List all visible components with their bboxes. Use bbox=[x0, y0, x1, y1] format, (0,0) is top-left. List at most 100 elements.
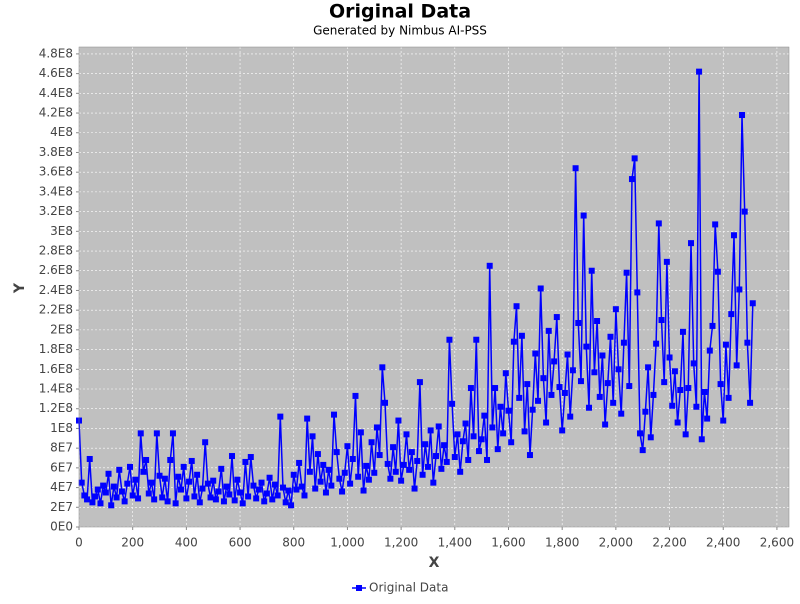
x-tick-label: 200 bbox=[121, 536, 144, 550]
data-point bbox=[685, 385, 692, 392]
data-point bbox=[229, 453, 236, 460]
data-point bbox=[333, 449, 340, 456]
data-point bbox=[347, 480, 354, 487]
data-point bbox=[473, 336, 480, 343]
data-point bbox=[508, 439, 515, 446]
data-point bbox=[564, 351, 571, 358]
y-tick-label: 4.2E8 bbox=[39, 106, 73, 120]
data-point bbox=[151, 496, 158, 503]
data-point bbox=[688, 240, 695, 247]
data-point bbox=[516, 394, 523, 401]
data-point bbox=[747, 399, 754, 406]
data-point bbox=[725, 394, 732, 401]
data-point bbox=[365, 476, 372, 483]
data-point bbox=[301, 492, 308, 499]
data-point bbox=[304, 415, 311, 422]
data-point bbox=[722, 341, 729, 348]
data-point bbox=[714, 268, 721, 275]
data-point bbox=[188, 457, 195, 464]
data-point bbox=[127, 463, 134, 470]
data-point bbox=[567, 413, 574, 420]
data-point bbox=[414, 457, 421, 464]
data-point bbox=[339, 488, 346, 495]
data-point bbox=[500, 430, 507, 437]
data-point bbox=[322, 489, 329, 496]
data-point bbox=[269, 496, 276, 503]
data-point bbox=[180, 463, 187, 470]
data-point bbox=[612, 306, 619, 313]
data-point bbox=[344, 443, 351, 450]
data-point bbox=[720, 417, 727, 424]
data-point bbox=[196, 499, 203, 506]
data-point bbox=[178, 486, 185, 493]
data-point bbox=[94, 486, 101, 493]
data-point bbox=[92, 493, 99, 500]
x-tick-label: 800 bbox=[282, 536, 305, 550]
data-point bbox=[433, 453, 440, 460]
plot-border bbox=[78, 46, 790, 528]
data-point bbox=[575, 319, 582, 326]
data-point bbox=[583, 343, 590, 350]
data-point bbox=[226, 491, 233, 498]
data-point bbox=[733, 362, 740, 369]
data-point bbox=[118, 488, 125, 495]
data-point bbox=[470, 433, 477, 440]
data-point bbox=[105, 470, 112, 477]
legend-marker bbox=[356, 585, 362, 591]
data-point bbox=[693, 403, 700, 410]
y-tick-label: 1.2E8 bbox=[39, 401, 73, 415]
y-tick-label: 3.8E8 bbox=[39, 145, 73, 159]
data-point bbox=[280, 484, 287, 491]
data-point bbox=[368, 439, 375, 446]
data-point bbox=[285, 487, 292, 494]
data-point bbox=[290, 471, 297, 478]
data-point bbox=[462, 420, 469, 427]
data-point bbox=[449, 400, 456, 407]
data-point bbox=[204, 480, 211, 487]
data-point bbox=[186, 478, 193, 485]
data-point bbox=[637, 430, 644, 437]
data-point bbox=[438, 465, 445, 472]
data-point bbox=[357, 429, 364, 436]
data-point bbox=[215, 488, 222, 495]
x-tick-label: 1,200 bbox=[384, 536, 418, 550]
data-point bbox=[446, 336, 453, 343]
x-tick-label: 0 bbox=[75, 536, 83, 550]
data-point bbox=[317, 478, 324, 485]
y-tick-label: 8E7 bbox=[50, 441, 73, 455]
data-point bbox=[623, 269, 630, 276]
data-point bbox=[424, 463, 431, 470]
data-point bbox=[416, 379, 423, 386]
data-point bbox=[741, 208, 748, 215]
x-axis-label: X bbox=[429, 555, 440, 571]
data-point bbox=[411, 485, 418, 492]
data-point bbox=[129, 492, 136, 499]
data-point bbox=[422, 441, 429, 448]
data-point bbox=[175, 473, 182, 480]
data-point bbox=[518, 332, 525, 339]
data-point bbox=[245, 493, 252, 500]
data-point bbox=[717, 381, 724, 388]
data-point bbox=[441, 442, 448, 449]
data-point bbox=[671, 368, 678, 375]
y-tick-label: 4.6E8 bbox=[39, 66, 73, 80]
data-point bbox=[113, 494, 120, 501]
data-point bbox=[642, 408, 649, 415]
data-point bbox=[492, 385, 499, 392]
data-point bbox=[620, 339, 627, 346]
y-tick-label: 2.8E8 bbox=[39, 244, 73, 258]
data-point bbox=[655, 220, 662, 227]
data-point bbox=[666, 354, 673, 361]
data-point bbox=[604, 380, 611, 387]
data-point bbox=[277, 413, 284, 420]
data-point bbox=[677, 386, 684, 393]
data-point bbox=[148, 479, 155, 486]
y-tick-label: 0E0 bbox=[50, 520, 73, 534]
y-tick-label: 3E8 bbox=[50, 224, 73, 238]
data-point bbox=[263, 490, 270, 497]
data-point bbox=[744, 339, 751, 346]
y-tick-label: 3.6E8 bbox=[39, 165, 73, 179]
data-point bbox=[78, 479, 85, 486]
data-point bbox=[618, 410, 625, 417]
y-tick-label: 4E8 bbox=[50, 125, 73, 139]
